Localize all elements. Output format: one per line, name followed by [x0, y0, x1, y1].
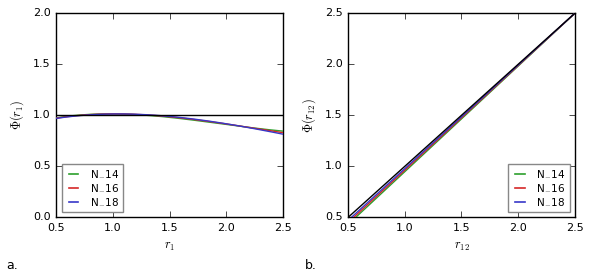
X-axis label: $r_1$: $r_1$ [164, 240, 175, 253]
Text: a.: a. [6, 259, 18, 272]
Text: b.: b. [305, 259, 317, 272]
Legend: N$_{-}$14, N$_{-}$16, N$_{-}$18: N$_{-}$14, N$_{-}$16, N$_{-}$18 [62, 164, 123, 212]
Y-axis label: $\Phi(r_1)$: $\Phi(r_1)$ [8, 100, 26, 130]
X-axis label: $r_{12}$: $r_{12}$ [453, 240, 469, 253]
Y-axis label: $\Phi(r_{12})$: $\Phi(r_{12})$ [300, 98, 318, 133]
Legend: N$_{-}$14, N$_{-}$16, N$_{-}$18: N$_{-}$14, N$_{-}$16, N$_{-}$18 [508, 164, 570, 212]
